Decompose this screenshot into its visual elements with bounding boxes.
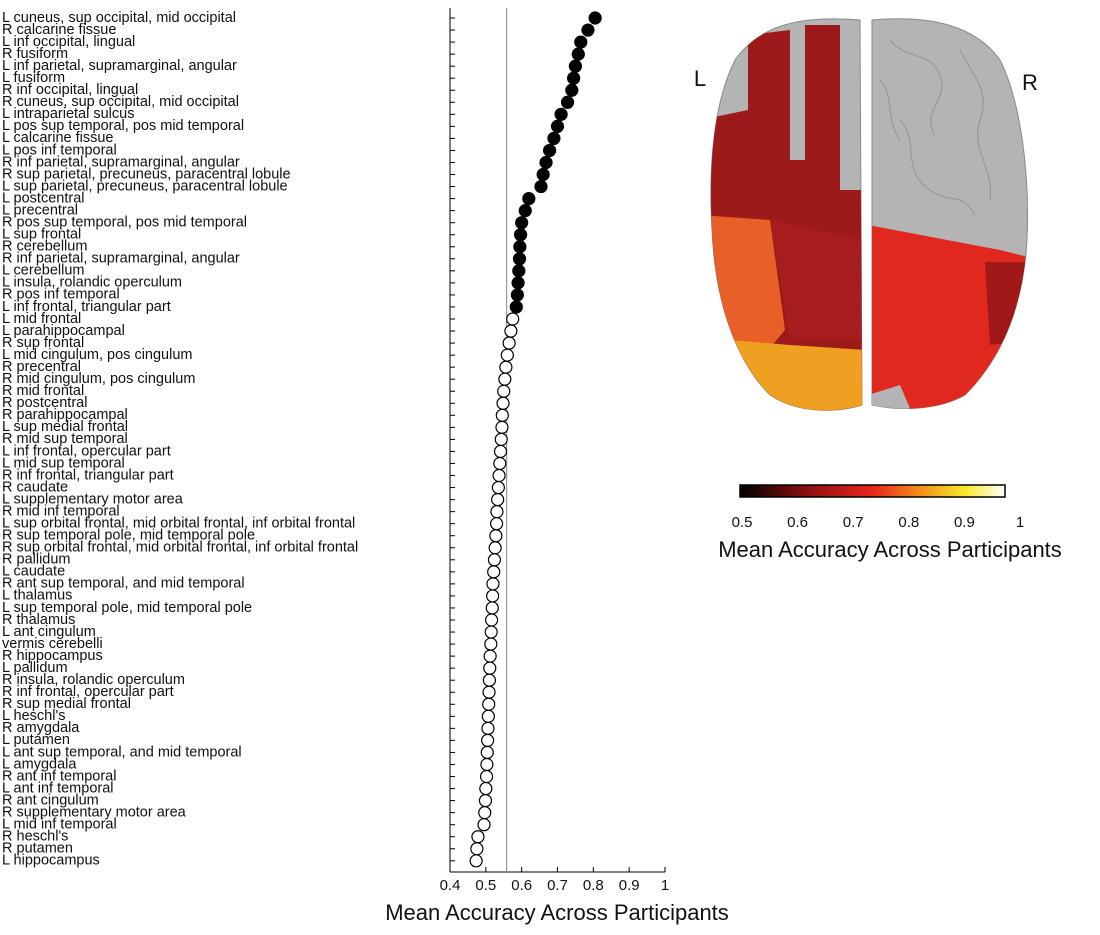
dot: [483, 698, 495, 710]
dot: [491, 518, 503, 530]
dot: [514, 241, 526, 253]
dot: [481, 771, 493, 783]
dot: [471, 843, 483, 855]
dot: [480, 783, 492, 795]
dot: [511, 289, 523, 301]
x-tick-label: 1: [661, 877, 669, 894]
dot: [470, 855, 482, 867]
dot: [493, 470, 505, 482]
dot: [552, 120, 564, 132]
dot: [491, 506, 503, 518]
dot: [514, 253, 526, 265]
dot: [515, 229, 527, 241]
x-tick-label: 0.5: [475, 877, 496, 894]
dot: [500, 361, 512, 373]
dot: [488, 554, 500, 566]
dot: [512, 277, 524, 289]
dot: [501, 349, 513, 361]
dot: [486, 602, 498, 614]
category-label: L hippocampus: [2, 853, 100, 869]
hemisphere-label: L: [694, 66, 706, 91]
dot: [482, 722, 494, 734]
dot: [483, 686, 495, 698]
x-tick-label: 0.4: [440, 877, 461, 894]
dot: [497, 397, 509, 409]
hemisphere-label: R: [1022, 70, 1038, 95]
dot: [569, 60, 581, 72]
dot: [537, 169, 549, 181]
dot: [496, 421, 508, 433]
colorbar: [740, 485, 1005, 497]
colorbar-tick-label: 0.5: [732, 514, 753, 531]
dot: [513, 265, 525, 277]
dot: [487, 590, 499, 602]
dot: [510, 301, 522, 313]
dot: [481, 746, 493, 758]
dot: [488, 566, 500, 578]
dot: [484, 662, 496, 674]
dot: [566, 84, 578, 96]
figure: L R Mean Accuracy Across Participants Me…: [0, 0, 1100, 930]
colorbar-tick-label: 0.6: [787, 514, 808, 531]
dot: [568, 72, 580, 84]
colorbar-tick-label: 0.8: [898, 514, 919, 531]
dot: [540, 156, 552, 168]
dot: [472, 831, 484, 843]
dot: [489, 542, 501, 554]
dot: [582, 24, 594, 36]
dot: [486, 614, 498, 626]
dot: [492, 482, 504, 494]
dot: [555, 108, 567, 120]
dot: [548, 132, 560, 144]
dot: [485, 626, 497, 638]
x-axis-label: Mean Accuracy Across Participants: [385, 900, 729, 925]
dot: [523, 193, 535, 205]
x-tick-label: 0.7: [547, 877, 568, 894]
dot: [481, 758, 493, 770]
colorbar-tick-label: 1: [1016, 514, 1024, 531]
dot: [496, 409, 508, 421]
dot: [505, 325, 517, 337]
dot: [495, 445, 507, 457]
dot: [498, 385, 510, 397]
dot: [490, 530, 502, 542]
dot: [478, 819, 490, 831]
brain: L R: [694, 19, 1040, 420]
dot: [495, 433, 507, 445]
dot: [572, 48, 584, 60]
dot: [485, 638, 497, 650]
dot: [516, 217, 528, 229]
x-tick-label: 0.8: [583, 877, 604, 894]
dot: [499, 373, 511, 385]
dot: [562, 96, 574, 108]
dot: [492, 494, 504, 506]
colorbar-tick-label: 0.7: [843, 514, 864, 531]
x-tick-label: 0.6: [511, 877, 532, 894]
dot: [484, 650, 496, 662]
dot: [589, 12, 601, 24]
dot: [507, 313, 519, 325]
dot: [479, 807, 491, 819]
dot: [479, 795, 491, 807]
colorbar-tick-label: 0.9: [954, 514, 975, 531]
dot: [482, 734, 494, 746]
colorbar-label: Mean Accuracy Across Participants: [718, 537, 1062, 562]
dot: [487, 578, 499, 590]
dot: [544, 144, 556, 156]
dot: [483, 674, 495, 686]
dot: [519, 205, 531, 217]
dot: [535, 181, 547, 193]
dot: [482, 710, 494, 722]
dot: [503, 337, 515, 349]
x-tick-label: 0.9: [619, 877, 640, 894]
dot: [575, 36, 587, 48]
dot: [494, 457, 506, 469]
